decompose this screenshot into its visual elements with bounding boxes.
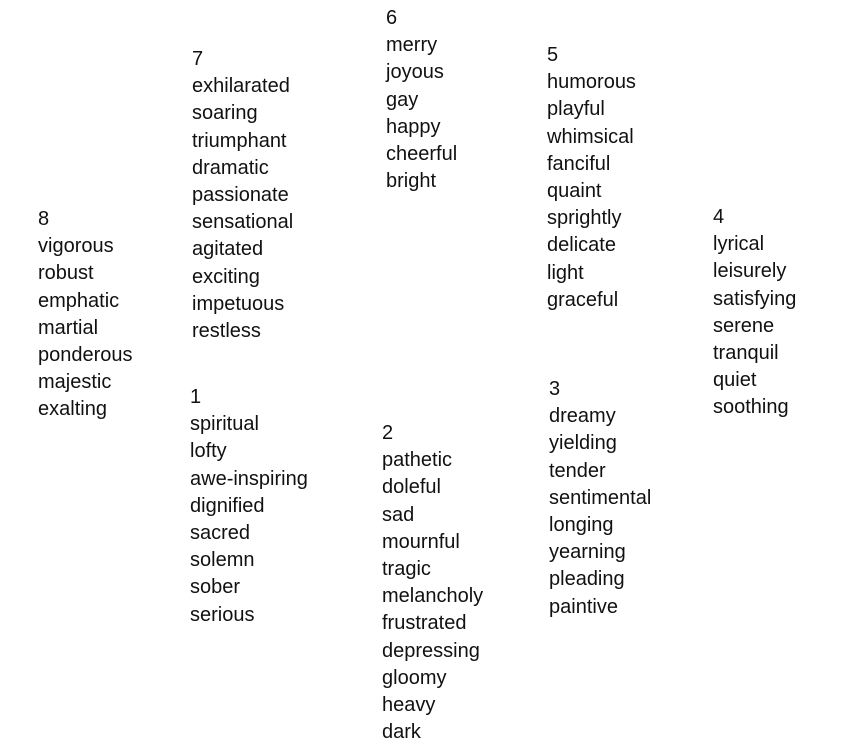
cluster-word: serene <box>713 314 775 337</box>
cluster-word: exalting <box>38 398 107 421</box>
cluster-word: spiritual <box>190 413 259 436</box>
cluster-word: merry <box>386 34 438 57</box>
cluster-word: yearning <box>549 541 626 564</box>
cluster-word: martial <box>38 316 99 339</box>
adjective-cluster-5: 5 humorous playful whimsical fanciful quaint s… <box>547 42 636 314</box>
cluster-word: bright <box>386 170 437 193</box>
cluster-word: paintive <box>549 595 618 618</box>
cluster-word: sensational <box>192 211 294 234</box>
cluster-word: exhilarated <box>192 75 290 98</box>
cluster-word: sad <box>382 503 415 526</box>
cluster-number: 8 <box>38 208 50 230</box>
cluster-word: gay <box>386 88 419 111</box>
cluster-word: triumphant <box>192 129 287 152</box>
cluster-word: dreamy <box>549 405 616 428</box>
cluster-word: fanciful <box>547 152 611 175</box>
cluster-word: serious <box>190 603 255 626</box>
cluster-word: agitated <box>192 238 264 261</box>
cluster-word: depressing <box>382 639 480 662</box>
cluster-word: emphatic <box>38 289 120 312</box>
cluster-word: quaint <box>547 180 602 203</box>
cluster-word: cheerful <box>386 143 458 166</box>
adjective-cluster-2: 2 pathetic doleful sad mournful tragic melanch… <box>382 420 483 746</box>
cluster-word: graceful <box>547 288 619 311</box>
cluster-word: playful <box>547 98 605 121</box>
cluster-word: satisfying <box>713 287 797 310</box>
cluster-word: soothing <box>713 396 789 419</box>
cluster-word: restless <box>192 320 261 343</box>
cluster-word: longing <box>549 514 614 537</box>
cluster-word: leisurely <box>713 260 787 283</box>
cluster-word: tender <box>549 459 606 482</box>
cluster-word: mournful <box>382 530 460 553</box>
adjective-cluster-6: 6 merry joyous gay happy cheerful bright <box>386 5 457 195</box>
cluster-word: heavy <box>382 694 436 717</box>
cluster-number: 1 <box>190 386 202 408</box>
cluster-number: 4 <box>713 206 725 228</box>
cluster-word: happy <box>386 115 441 138</box>
cluster-word: frustrated <box>382 612 467 635</box>
adjective-cluster-3: 3 dreamy yielding tender sentimental longing y… <box>549 376 651 621</box>
cluster-word: vigorous <box>38 235 114 258</box>
cluster-word: lofty <box>190 440 227 463</box>
cluster-number: 7 <box>192 48 204 70</box>
adjective-cluster-7: 7 exhilarated soaring triumphant dramatic pas… <box>192 46 293 345</box>
cluster-number: 2 <box>382 422 394 444</box>
cluster-number: 3 <box>549 378 561 400</box>
cluster-word: solemn <box>190 549 255 572</box>
cluster-word: dignified <box>190 494 265 517</box>
cluster-word: humorous <box>547 71 636 94</box>
cluster-word: yielding <box>549 432 617 455</box>
cluster-word: exciting <box>192 265 260 288</box>
cluster-word: sacred <box>190 522 251 545</box>
cluster-word: tragic <box>382 558 431 581</box>
cluster-word: soaring <box>192 102 258 125</box>
adjective-cluster-8: 8 vigorous robust emphatic martial ponderous m… <box>38 206 133 424</box>
cluster-word: impetuous <box>192 292 285 315</box>
cluster-word: doleful <box>382 476 441 499</box>
cluster-word: majestic <box>38 371 112 394</box>
cluster-word: gloomy <box>382 666 447 689</box>
cluster-word: pathetic <box>382 449 453 472</box>
cluster-word: lyrical <box>713 233 765 256</box>
cluster-word: sprightly <box>547 207 622 230</box>
cluster-word: passionate <box>192 184 289 207</box>
cluster-word: ponderous <box>38 344 133 367</box>
cluster-word: quiet <box>713 369 757 392</box>
cluster-word: sober <box>190 576 241 599</box>
cluster-word: joyous <box>386 61 444 84</box>
cluster-word: robust <box>38 262 94 285</box>
cluster-word: light <box>547 261 584 284</box>
cluster-word: melancholy <box>382 585 484 608</box>
cluster-word: delicate <box>547 234 616 257</box>
cluster-word: tranquil <box>713 342 779 365</box>
cluster-word: whimsical <box>547 125 634 148</box>
cluster-word: dark <box>382 721 421 744</box>
adjective-cluster-1: 1 spiritual lofty awe-inspiring dignified sac… <box>190 384 308 629</box>
adjective-cluster-4: 4 lyrical leisurely satisfying serene tranqui… <box>713 204 796 422</box>
cluster-word: pleading <box>549 568 625 591</box>
cluster-number: 6 <box>386 7 398 29</box>
cluster-word: awe-inspiring <box>190 467 308 490</box>
cluster-number: 5 <box>547 44 559 66</box>
cluster-word: sentimental <box>549 486 652 509</box>
cluster-word: dramatic <box>192 156 269 179</box>
